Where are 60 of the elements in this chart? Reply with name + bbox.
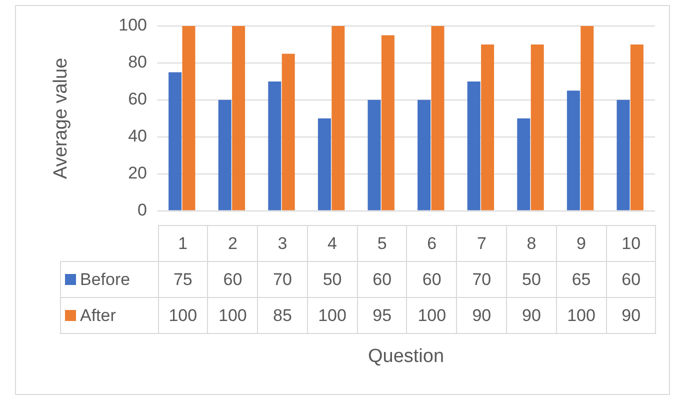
x-tick-label: 1 <box>158 226 208 262</box>
bar <box>332 26 345 210</box>
data-label: 60 <box>357 262 407 298</box>
bar <box>318 118 331 210</box>
x-tick-label: 9 <box>556 226 606 262</box>
data-label: 70 <box>456 262 507 298</box>
bar <box>268 81 282 210</box>
x-tick-label: 5 <box>357 226 407 262</box>
legend-label: After <box>80 306 116 324</box>
y-tick-label: 100 <box>118 16 147 35</box>
bar <box>481 44 494 210</box>
x-tick-label: 6 <box>406 226 457 262</box>
data-label: 65 <box>556 262 606 298</box>
data-label: 60 <box>606 262 656 298</box>
data-label: 70 <box>258 262 308 298</box>
x-tick-label: 7 <box>456 226 507 262</box>
bar <box>381 35 394 210</box>
data-label: 90 <box>456 298 507 334</box>
bar <box>616 100 630 210</box>
bar <box>580 26 594 210</box>
data-label: 100 <box>158 298 208 334</box>
x-axis-title: Question <box>366 346 446 368</box>
data-label: 75 <box>158 262 208 298</box>
y-tick-label: 20 <box>128 164 147 183</box>
data-label: 85 <box>258 298 308 334</box>
legend-label: Before <box>80 270 130 288</box>
bar <box>182 26 196 210</box>
data-label: 50 <box>506 262 556 298</box>
y-axis-title: Average value <box>50 58 72 179</box>
y-tick-label: 60 <box>128 90 147 109</box>
x-tick-label: 3 <box>258 226 308 262</box>
y-tick-label: 80 <box>128 52 147 72</box>
x-tick-label: 2 <box>208 226 258 262</box>
x-tick-label: 4 <box>307 226 358 262</box>
data-label: 90 <box>506 298 556 334</box>
data-label: 60 <box>208 262 258 298</box>
y-tick-label: 40 <box>128 126 147 146</box>
data-label: 60 <box>406 262 457 298</box>
bar <box>282 54 295 210</box>
bar <box>368 100 381 210</box>
x-tick-label: 10 <box>606 226 656 262</box>
bar <box>232 26 246 210</box>
data-label: 100 <box>406 298 457 334</box>
data-label: 100 <box>307 298 358 334</box>
data-label: 100 <box>208 298 258 334</box>
x-tick-label: 8 <box>506 226 556 262</box>
bar <box>168 72 182 210</box>
bar <box>517 118 530 210</box>
bar <box>530 44 544 210</box>
bar <box>431 26 444 210</box>
bar <box>418 100 431 210</box>
bar <box>467 81 480 210</box>
data-label: 50 <box>307 262 358 298</box>
y-tick-label: 0 <box>138 200 147 220</box>
bar <box>218 100 232 210</box>
bar <box>630 44 644 210</box>
data-label: 90 <box>606 298 656 334</box>
data-label: 100 <box>556 298 606 334</box>
bar <box>566 90 580 210</box>
data-label: 95 <box>357 298 407 334</box>
